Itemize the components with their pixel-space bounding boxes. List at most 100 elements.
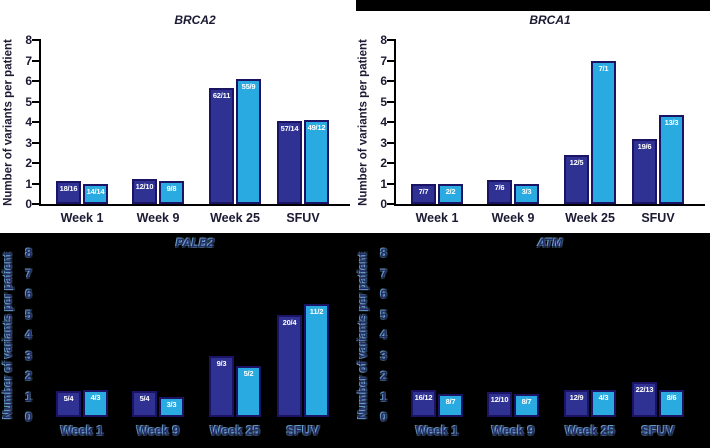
bar-value-label: 8/7 <box>521 396 532 406</box>
y-tick <box>32 354 40 357</box>
y-tick-label: 3 <box>25 135 32 150</box>
y-tick-label: 6 <box>380 74 387 88</box>
bar: 5/2 <box>236 365 261 417</box>
y-tick <box>387 252 395 254</box>
plot-area: 0 1 2 3 4 5 6 7 8 16/12 8/7 Week 1 12/10 8/7 Week 9 12/… <box>355 233 710 448</box>
x-category-label: SFUV <box>286 211 320 225</box>
bar: 2/2 <box>438 183 463 204</box>
y-tick <box>387 100 395 103</box>
y-tick-label: 8 <box>25 33 32 47</box>
y-axis-line <box>394 39 396 206</box>
x-category-label: Week 9 <box>136 211 180 225</box>
y-tick <box>387 272 395 275</box>
y-tick <box>32 252 40 254</box>
bar-value-label: 13/3 <box>664 118 679 128</box>
y-tick-label: 0 <box>380 410 387 424</box>
bar-value-label: 16/12 <box>414 392 433 402</box>
bar: 5/4 <box>56 391 81 417</box>
bar: 49/12 <box>304 120 329 204</box>
x-category-label: Week 25 <box>565 424 615 438</box>
y-tick <box>32 395 40 398</box>
y-tick <box>387 293 395 295</box>
y-tick-label: 2 <box>25 369 32 383</box>
bar-value-label: 11/2 <box>309 307 324 317</box>
bar: 12/5 <box>564 154 589 204</box>
bar-value-label: 2/2 <box>445 186 456 196</box>
y-tick <box>387 313 395 316</box>
y-tick-label: 3 <box>380 135 387 150</box>
bar: 8/7 <box>514 393 539 417</box>
bar-value-label: 4/3 <box>598 392 609 402</box>
x-category-label: Week 9 <box>491 424 535 438</box>
y-tick-label: 6 <box>25 74 32 88</box>
bar-value-label: 12/5 <box>569 157 584 167</box>
bar: 8/6 <box>659 389 684 417</box>
y-tick <box>387 416 395 418</box>
bar: 5/4 <box>132 391 157 417</box>
y-tick-label: 5 <box>25 307 32 322</box>
x-category-label: Week 25 <box>210 211 260 225</box>
bar: 9/3 <box>209 355 234 417</box>
bar: 16/12 <box>411 389 436 417</box>
bar: 4/3 <box>83 389 108 417</box>
y-tick <box>32 334 40 336</box>
bar: 12/10 <box>132 179 157 204</box>
bar-value-label: 5/2 <box>243 368 254 378</box>
x-category-label: SFUV <box>641 424 675 438</box>
y-tick-label: 5 <box>380 94 387 109</box>
y-tick-label: 7 <box>25 53 32 68</box>
y-tick-label: 4 <box>380 328 387 342</box>
y-tick <box>387 334 395 336</box>
bar: 18/16 <box>56 180 81 204</box>
x-category-label: Week 25 <box>565 211 615 225</box>
y-tick-label: 1 <box>25 176 32 191</box>
y-tick <box>387 121 395 123</box>
y-tick <box>32 375 40 377</box>
plot-area: 0 1 2 3 4 5 6 7 8 7/7 2/2 Week 1 7/6 3/3 Week 9 12/5 7/1… <box>355 0 710 233</box>
y-axis-line <box>39 39 41 206</box>
y-tick <box>387 354 395 357</box>
y-tick <box>387 141 395 144</box>
y-tick-label: 1 <box>380 176 387 191</box>
bar-value-label: 57/14 <box>280 123 299 133</box>
y-tick <box>387 182 395 185</box>
bar-value-label: 22/13 <box>635 385 654 395</box>
bar: 62/11 <box>209 88 234 204</box>
bar: 8/7 <box>438 393 463 417</box>
y-tick <box>387 162 395 164</box>
y-tick <box>387 395 395 398</box>
bar-value-label: 12/9 <box>569 392 584 402</box>
y-tick-label: 4 <box>25 115 32 129</box>
bar: 3/3 <box>159 396 184 417</box>
bar-value-label: 5/4 <box>139 394 150 404</box>
x-category-label: Week 9 <box>491 211 535 225</box>
y-tick <box>32 39 40 41</box>
bar-value-label: 9/8 <box>166 183 177 193</box>
bar: 3/3 <box>514 183 539 204</box>
y-tick-label: 8 <box>25 246 32 260</box>
x-axis-line <box>394 204 705 206</box>
x-category-label: Week 9 <box>136 424 180 438</box>
chart-title: BRCA1 <box>529 13 571 27</box>
bar-value-label: 18/16 <box>59 183 78 193</box>
x-category-label: SFUV <box>641 211 675 225</box>
bar: 14/14 <box>83 183 108 204</box>
plot-area: 0 1 2 3 4 5 6 7 8 5/4 4/3 Week 1 5/4 3/3 Week 9 9/3 5/2 W… <box>0 233 355 448</box>
y-tick <box>32 162 40 164</box>
bar-value-label: 49/12 <box>307 123 326 133</box>
y-tick-label: 6 <box>380 287 387 301</box>
bar-value-label: 9/3 <box>216 358 227 368</box>
y-tick <box>32 272 40 275</box>
bar-value-label: 20/4 <box>282 317 297 327</box>
bar-value-label: 14/14 <box>86 186 105 196</box>
y-axis-line <box>39 252 41 419</box>
x-category-label: Week 25 <box>210 424 260 438</box>
bar-value-label: 8/7 <box>445 396 456 406</box>
y-tick-label: 1 <box>380 389 387 404</box>
bar: 57/14 <box>277 120 302 204</box>
y-tick <box>387 80 395 82</box>
bar-value-label: 5/4 <box>63 394 74 404</box>
